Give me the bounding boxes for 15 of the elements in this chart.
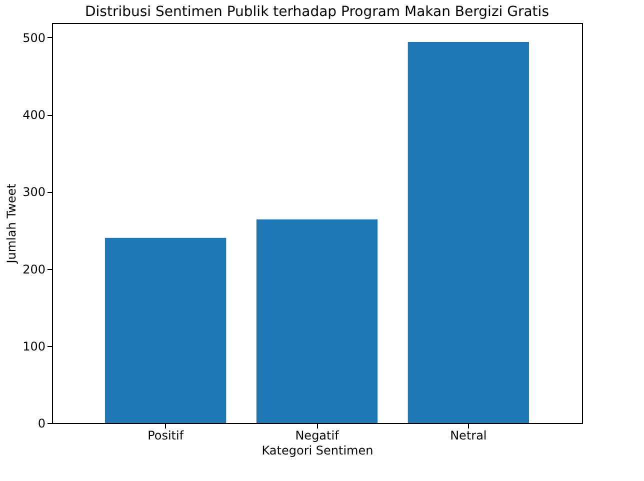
y-tick-label: 200	[22, 262, 46, 276]
chart-title: Distribusi Sentimen Publik terhadap Program Makan Bergizi Gratis	[85, 4, 549, 20]
y-tick-label: 400	[22, 108, 46, 122]
y-tick-label: 300	[22, 185, 46, 200]
x-tick-label: Negatif	[295, 428, 340, 442]
y-axis-title: Jumlah Tweet	[4, 183, 19, 264]
y-tick-label: 500	[22, 30, 46, 45]
bar	[105, 238, 226, 423]
y-tick-label: 0	[38, 416, 46, 430]
x-tick-label: Positif	[148, 428, 184, 442]
y-tick-label: 100	[22, 339, 46, 354]
x-axis-title: Kategori Sentimen	[262, 444, 374, 458]
x-tick-label: Netral	[450, 428, 487, 442]
bar	[408, 42, 529, 423]
bar	[256, 219, 378, 423]
